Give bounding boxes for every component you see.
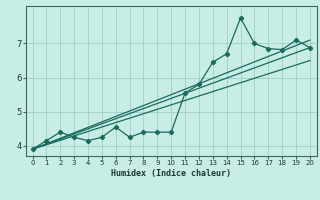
X-axis label: Humidex (Indice chaleur): Humidex (Indice chaleur): [111, 169, 231, 178]
